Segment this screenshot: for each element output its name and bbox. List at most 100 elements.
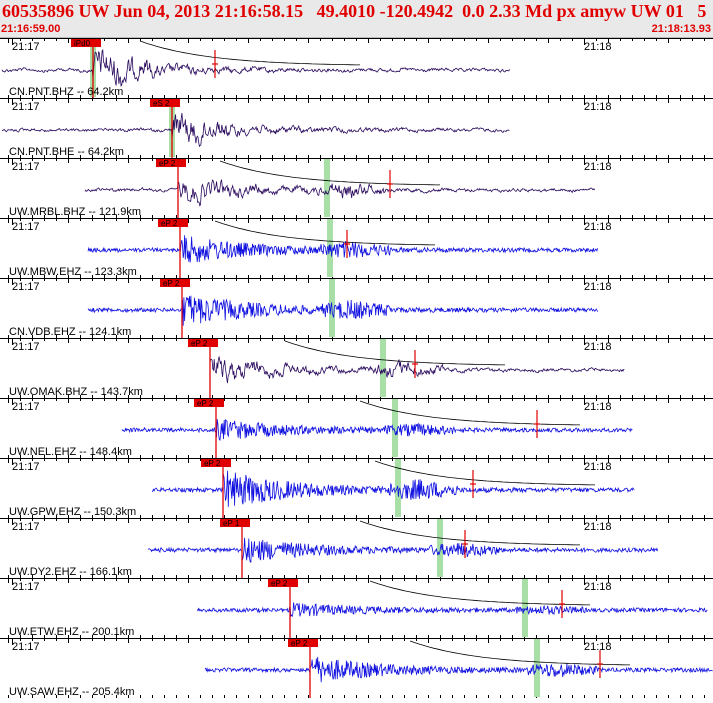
trace-panel[interactable]: eS 2 21:17 21:18 CN.PNT.BHE -- 64.2km [0, 98, 713, 158]
coda-curve [359, 520, 580, 546]
time-tick-label: 21:18 [584, 161, 612, 173]
waveform [121, 419, 633, 441]
waveform [87, 295, 598, 326]
pick-flag-label: eP 2 [271, 579, 288, 588]
station-label: UW.OMAK.BHZ -- 143.7km [9, 386, 143, 398]
trace-plot: iPd0 21:17 21:18 CN.PNT.BHZ -- 64.2km [0, 38, 713, 98]
trace-plot: eP 2 21:17 21:18 UW.MRBL.BHZ -- 121.9km [0, 158, 713, 218]
trace-panel[interactable]: eP 2 21:17 21:18 UW.MRBL.BHZ -- 121.9km [0, 158, 713, 218]
pick-flag[interactable] [156, 159, 186, 167]
trace-plot: eP 2 21:17 21:18 UW.MBW.EHZ -- 123.3km [0, 218, 713, 278]
trace-panel[interactable]: eP 2 21:17 21:18 UW.SAW.EHZ -- 205.4km [0, 638, 713, 698]
trace-plot: eP 2 21:17 21:18 UW.NEL.EHZ -- 148.4km [0, 398, 713, 458]
time-tick-label: 21:18 [584, 221, 612, 233]
waveform [147, 537, 658, 563]
theoretical-s-marker [437, 519, 443, 577]
pick-flag-label: eP 2 [204, 459, 221, 468]
time-tick-label: 21:17 [12, 101, 40, 113]
waveform [151, 470, 635, 507]
station-label: UW.GPW.EHZ -- 150.3km [9, 506, 136, 518]
time-tick-label: 21:17 [12, 461, 40, 473]
time-tick-label: 21:18 [584, 341, 612, 353]
time-tick-label: 21:18 [584, 641, 612, 653]
trace-panel[interactable]: eP 1 21:17 21:18 UW.DY2.EHZ -- 166.1km [0, 518, 713, 578]
waveform [1, 112, 510, 148]
trace-plot: eP 2 21:17 21:18 UW.SAW.EHZ -- 205.4km [0, 638, 713, 698]
pick-flag-label: iPd0 [74, 39, 91, 48]
waveform [87, 235, 598, 263]
coda-curve [139, 40, 360, 66]
pick-flag-label: eP 1 [223, 519, 240, 528]
time-tick-label: 21:18 [584, 281, 612, 293]
station-label: CN.VDB.EHZ -- 124.1km [9, 326, 131, 338]
coda-curve [369, 580, 590, 606]
time-tick-label: 21:17 [12, 41, 40, 53]
station-label: CN.PNT.BHZ -- 64.2km [9, 86, 123, 98]
pick-flag[interactable] [194, 399, 224, 407]
pick-flag[interactable] [150, 99, 180, 107]
time-tick-label: 21:17 [12, 161, 40, 173]
time-tick-label: 21:18 [584, 101, 612, 113]
time-tick-label: 21:17 [12, 581, 40, 593]
pick-flag[interactable] [160, 279, 190, 287]
station-label: UW.SAW.EHZ -- 205.4km [9, 686, 135, 698]
trace-plot: eP 2 21:17 21:18 CN.VDB.EHZ -- 124.1km [0, 278, 713, 338]
time-tick-label: 21:18 [584, 41, 612, 53]
time-tick-label: 21:18 [584, 521, 612, 533]
pick-flag-label: eP 2 [159, 159, 176, 168]
waveform [204, 656, 713, 683]
pick-flag[interactable] [71, 39, 101, 47]
pick-flag-label: eP 2 [161, 219, 178, 228]
coda-curve [409, 640, 630, 666]
theoretical-s-marker [522, 579, 528, 637]
pick-flag[interactable] [158, 219, 188, 227]
trace-plot: eP 2 21:17 21:18 UW.ETW.EHZ -- 200.1km [0, 578, 713, 638]
pick-flag[interactable] [268, 579, 298, 587]
waveform [84, 179, 595, 207]
pick-flag-label: eP 2 [291, 639, 308, 648]
coda-curve [214, 220, 435, 246]
coda-curve [284, 340, 505, 366]
trace-panel[interactable]: eP 2 21:17 21:18 UW.ETW.EHZ -- 200.1km [0, 578, 713, 638]
trace-plot: eS 2 21:17 21:18 CN.PNT.BHE -- 64.2km [0, 98, 713, 158]
station-label: UW.DY2.EHZ -- 166.1km [9, 566, 132, 578]
time-tick-label: 21:17 [12, 401, 40, 413]
pick-flag-label: eP 2 [197, 399, 214, 408]
pick-flag-label: eS 2 [153, 99, 170, 108]
time-tick-label: 21:17 [12, 641, 40, 653]
window-start-time: 21:16:59.00 [1, 23, 61, 35]
pick-flag[interactable] [188, 339, 218, 347]
time-tick-label: 21:18 [584, 581, 612, 593]
time-tick-label: 21:17 [12, 521, 40, 533]
trace-panel[interactable]: iPd0 21:17 21:18 CN.PNT.BHZ -- 64.2km [0, 38, 713, 98]
coda-curve [374, 460, 595, 486]
station-label: UW.MRBL.BHZ -- 121.9km [9, 206, 141, 218]
station-label: UW.NEL.EHZ -- 148.4km [9, 446, 132, 458]
waveform [196, 602, 708, 618]
time-tick-label: 21:17 [12, 341, 40, 353]
trace-panel[interactable]: eP 2 21:17 21:18 CN.VDB.EHZ -- 124.1km [0, 278, 713, 338]
station-label: CN.PNT.BHE -- 64.2km [9, 146, 124, 158]
station-label: UW.ETW.EHZ -- 200.1km [9, 626, 134, 638]
trace-panel[interactable]: eP 2 21:17 21:18 UW.NEL.EHZ -- 148.4km [0, 398, 713, 458]
trace-panel[interactable]: eP 2 21:17 21:18 UW.OMAK.BHZ -- 143.7km [0, 338, 713, 398]
pick-flag[interactable] [288, 639, 318, 647]
trace-panel[interactable]: eP 2 21:17 21:18 UW.GPW.EHZ -- 150.3km [0, 458, 713, 518]
time-tick-label: 21:17 [12, 281, 40, 293]
pick-flag-label: eP 2 [163, 279, 180, 288]
pick-flag-label: eP 2 [191, 339, 208, 348]
pick-flag[interactable] [220, 519, 250, 527]
trace-plot: eP 2 21:17 21:18 UW.GPW.EHZ -- 150.3km [0, 458, 713, 518]
trace-panel[interactable]: eP 2 21:17 21:18 UW.MBW.EHZ -- 123.3km [0, 218, 713, 278]
coda-curve [219, 160, 440, 186]
event-summary: 60535896 UW Jun 04, 2013 21:16:58.15 49.… [2, 1, 707, 21]
time-tick-label: 21:17 [12, 221, 40, 233]
theoretical-s-marker [380, 339, 386, 397]
theoretical-s-marker [392, 399, 398, 457]
theoretical-s-marker [324, 159, 330, 217]
pick-flag[interactable] [201, 459, 231, 467]
waveform [209, 355, 625, 384]
event-header: 60535896 UW Jun 04, 2013 21:16:58.15 49.… [0, 0, 713, 38]
waveform [1, 49, 510, 87]
trace-plot: eP 1 21:17 21:18 UW.DY2.EHZ -- 166.1km [0, 518, 713, 578]
